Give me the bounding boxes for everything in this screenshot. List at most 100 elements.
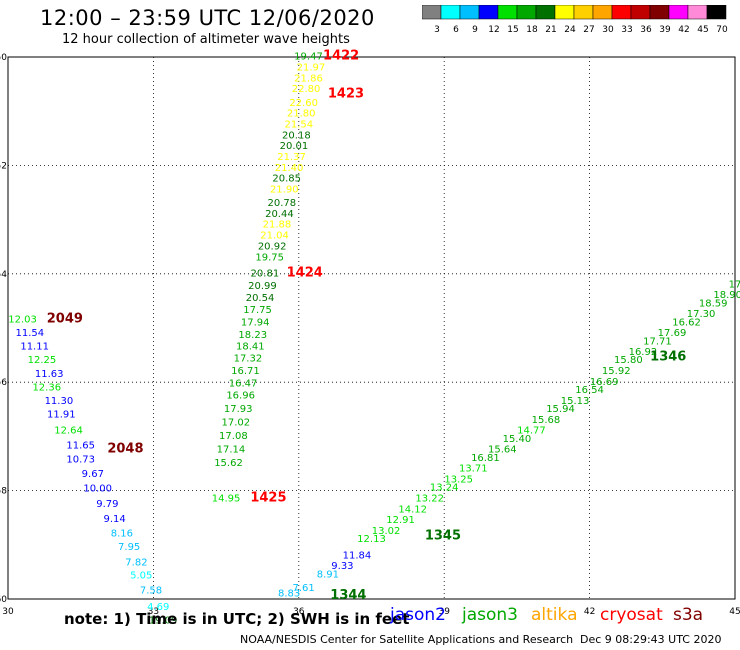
data-point-label: 9.79 bbox=[96, 499, 118, 510]
data-point-label: 20.85 bbox=[272, 174, 301, 185]
data-point-label: 20.99 bbox=[248, 281, 277, 292]
data-point-label: 15.62 bbox=[214, 458, 243, 469]
scale-label: 15 bbox=[507, 25, 518, 35]
data-point-label: 7.95 bbox=[118, 542, 140, 553]
data-point-label: 21.40 bbox=[275, 163, 304, 174]
data-point-label: 17.32 bbox=[234, 354, 263, 365]
data-point-label: 11.11 bbox=[20, 342, 49, 353]
satellite-label-s3a: s3a bbox=[673, 605, 704, 625]
data-point-label: 21.90 bbox=[270, 185, 299, 196]
x-tick-label: 36 bbox=[293, 607, 305, 617]
data-point-label: 17.94 bbox=[241, 317, 270, 328]
scale-label: 9 bbox=[472, 25, 478, 35]
satellite-label-jason2: jason2 bbox=[390, 605, 446, 625]
data-point-label: 12.36 bbox=[32, 382, 61, 393]
data-point-label: 16.69 bbox=[590, 377, 619, 388]
pass-id-label: 2049 bbox=[47, 312, 83, 327]
data-point-label: 11.30 bbox=[45, 396, 74, 407]
data-point-label: 15.13 bbox=[561, 396, 590, 407]
data-point-label: 12.91 bbox=[386, 515, 415, 526]
data-point-label: 21.04 bbox=[260, 231, 289, 242]
x-tick-label: 39 bbox=[438, 607, 450, 617]
scale-label: 42 bbox=[678, 25, 689, 35]
data-point-label: 8.83 bbox=[278, 588, 300, 599]
y-tick-label: -60 bbox=[0, 595, 7, 605]
data-point-label: 11.91 bbox=[47, 409, 76, 420]
data-point-label: 8.91 bbox=[317, 569, 339, 580]
data-point-label: 9.14 bbox=[103, 514, 125, 525]
data-point-label: 20.54 bbox=[246, 293, 275, 304]
data-point-label: 20.81 bbox=[251, 269, 280, 280]
y-tick-label: -54 bbox=[0, 270, 7, 280]
data-point-label: 7.61 bbox=[293, 583, 315, 594]
pass-id-label: 1346 bbox=[650, 350, 686, 365]
data-point-label: 20.92 bbox=[258, 241, 287, 252]
data-point-label: 22.60 bbox=[289, 98, 318, 109]
data-point-label: 9.33 bbox=[331, 561, 353, 572]
scale-label: 6 bbox=[453, 25, 459, 35]
scale-label: 18 bbox=[526, 25, 538, 35]
scale-label: 45 bbox=[697, 25, 708, 35]
data-point-label: 16.71 bbox=[231, 366, 260, 377]
y-tick-label: -52 bbox=[0, 161, 7, 171]
data-point-label: 12.13 bbox=[357, 534, 386, 545]
data-point-label: 17.93 bbox=[224, 404, 253, 415]
data-point-label: 21.54 bbox=[284, 119, 313, 130]
data-point-label: 21.97 bbox=[297, 63, 326, 74]
data-point-label: 16.47 bbox=[229, 379, 258, 390]
satellite-label-altika: altika bbox=[531, 605, 578, 625]
data-point-label: 17.69 bbox=[658, 328, 687, 339]
data-point-label: 11.65 bbox=[66, 440, 95, 451]
data-point-label: 17.75 bbox=[243, 305, 272, 316]
pass-id-label: 1345 bbox=[425, 528, 461, 543]
pass-id-label: 2048 bbox=[107, 442, 143, 457]
data-point-label: 13.71 bbox=[459, 464, 488, 475]
data-point-label: 20.78 bbox=[268, 198, 297, 209]
data-point-label: 13.02 bbox=[372, 526, 401, 537]
scale-label: 30 bbox=[602, 25, 614, 35]
page-title: 12:00 – 23:59 UTC 12/06/2020 bbox=[40, 6, 375, 30]
data-point-label: 16.62 bbox=[672, 317, 701, 328]
data-point-label: 12.03 bbox=[8, 315, 37, 326]
satellite-label-jason3: jason3 bbox=[462, 605, 518, 625]
scale-label: 36 bbox=[640, 25, 652, 35]
y-tick-label: -58 bbox=[0, 487, 7, 497]
data-point-label: 20.18 bbox=[282, 130, 311, 141]
scale-label: 24 bbox=[564, 25, 576, 35]
data-point-label: 13.25 bbox=[444, 474, 473, 485]
data-point-label: 19.75 bbox=[255, 252, 284, 263]
y-tick-label: -50 bbox=[0, 53, 7, 63]
pass-id-label: 1422 bbox=[323, 49, 359, 64]
data-point-label: 12.25 bbox=[28, 355, 57, 366]
data-point-label: 7.58 bbox=[140, 586, 162, 597]
y-tick-label: -56 bbox=[0, 378, 7, 388]
credit-text: NOAA/NESDIS Center for Satellite Applica… bbox=[240, 633, 574, 646]
data-point-label: 16.81 bbox=[471, 453, 500, 464]
timestamp-text: Dec 9 08:29:43 UTC 2020 bbox=[580, 633, 722, 646]
page-subtitle: 12 hour collection of altimeter wave hei… bbox=[62, 32, 350, 47]
data-point-label: 14.95 bbox=[212, 493, 241, 504]
data-point-label: 15.92 bbox=[602, 366, 631, 377]
data-point-label: 18.59 bbox=[699, 298, 728, 309]
data-point-label: 9.67 bbox=[82, 469, 104, 480]
data-point-label: 10.00 bbox=[83, 484, 112, 495]
data-point-label: 13.22 bbox=[415, 493, 444, 504]
data-point-label: 21.80 bbox=[287, 109, 316, 120]
scale-label: 27 bbox=[583, 25, 594, 35]
data-point-label: 17.30 bbox=[687, 309, 716, 320]
scale-label: 70 bbox=[716, 25, 728, 35]
data-point-label: 4.69 bbox=[147, 602, 169, 613]
data-point-label: 13.24 bbox=[430, 483, 459, 494]
data-point-label: 12.64 bbox=[54, 426, 83, 437]
data-point-label: 18.90 bbox=[713, 290, 740, 301]
data-point-label: 18.41 bbox=[236, 342, 265, 353]
data-point-label: 11.54 bbox=[15, 328, 44, 339]
data-point-label: 15.40 bbox=[503, 434, 532, 445]
data-point-label: 17.08 bbox=[219, 431, 248, 442]
data-point-label: 17.71 bbox=[643, 336, 672, 347]
scale-label: 39 bbox=[659, 25, 671, 35]
x-tick-label: 30 bbox=[2, 607, 14, 617]
data-point-label: 17.02 bbox=[221, 418, 250, 429]
